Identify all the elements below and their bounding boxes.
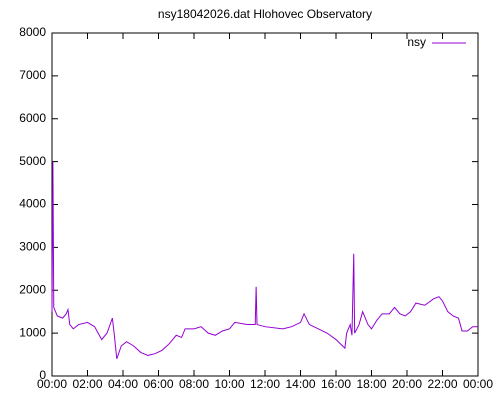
x-tick-label: 04:00 xyxy=(108,377,138,391)
y-tick-label: 7000 xyxy=(19,68,46,82)
x-tick-label: 00:00 xyxy=(37,377,67,391)
x-tick-label: 00:00 xyxy=(463,377,493,391)
x-tick-label: 12:00 xyxy=(250,377,280,391)
y-tick-label: 1000 xyxy=(19,325,46,339)
x-tick-label: 14:00 xyxy=(285,377,315,391)
x-tick-label: 10:00 xyxy=(214,377,244,391)
y-tick-label: 4000 xyxy=(19,197,46,211)
x-tick-label: 06:00 xyxy=(143,377,173,391)
x-tick-label: 08:00 xyxy=(179,377,209,391)
chart-title: nsy18042026.dat Hlohovec Observatory xyxy=(158,7,372,21)
y-tick-label: 0 xyxy=(39,368,46,382)
x-tick-label: 02:00 xyxy=(72,377,102,391)
legend-label: nsy xyxy=(407,35,426,49)
x-tick-label: 20:00 xyxy=(392,377,422,391)
x-tick-label: 16:00 xyxy=(321,377,351,391)
y-tick-label: 2000 xyxy=(19,282,46,296)
y-tick-label: 3000 xyxy=(19,240,46,254)
data-line xyxy=(51,161,478,360)
x-tick-label: 18:00 xyxy=(356,377,386,391)
x-tick-label: 22:00 xyxy=(427,377,457,391)
y-tick-label: 6000 xyxy=(19,111,46,125)
y-tick-label: 5000 xyxy=(19,154,46,168)
y-tick-label: 8000 xyxy=(19,25,46,39)
